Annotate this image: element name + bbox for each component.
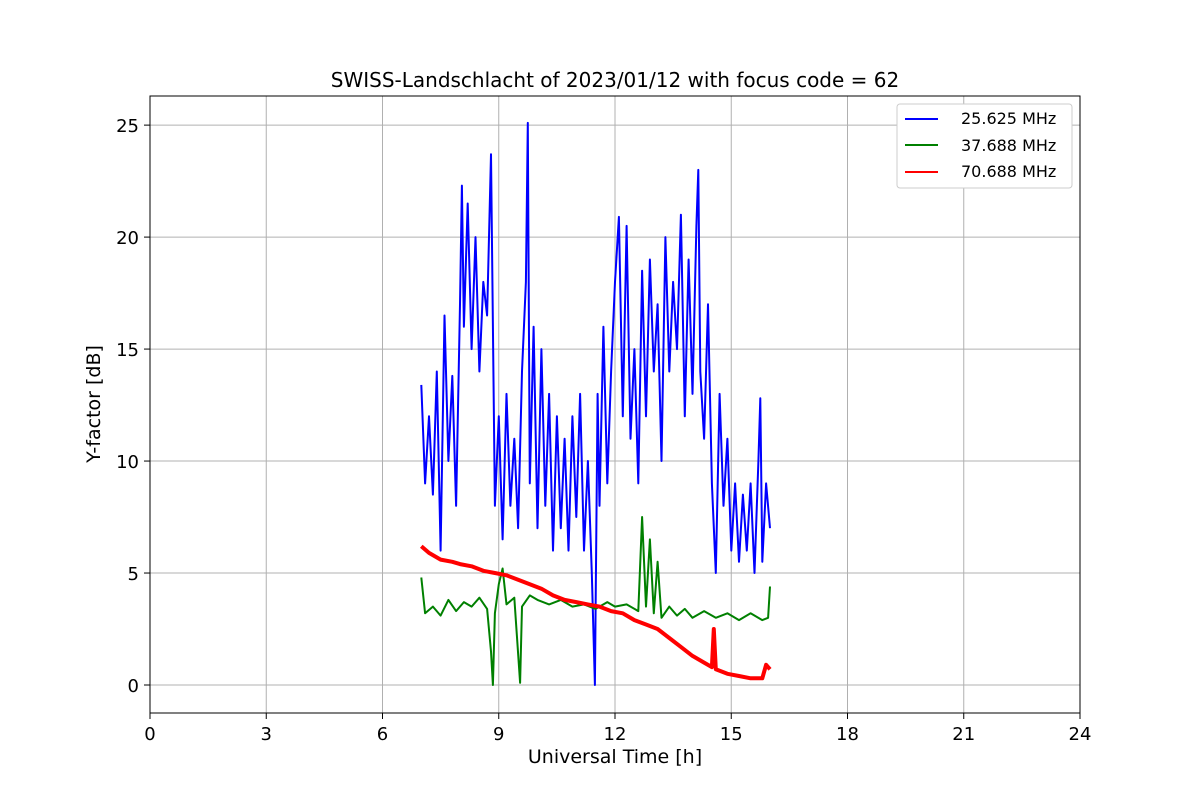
- x-tick-label: 6: [377, 724, 388, 745]
- y-tick-label: 0: [128, 676, 139, 697]
- x-axis-ticks: 0 3 6 9 12 15 18 21 24: [144, 713, 1091, 745]
- legend-label-3: 70.688 MHz: [961, 162, 1056, 181]
- x-tick-label: 15: [720, 724, 743, 745]
- legend-label-1: 25.625 MHz: [961, 109, 1056, 128]
- x-tick-label: 3: [261, 724, 272, 745]
- grid: [149, 96, 1081, 713]
- series-layer: [419, 121, 772, 686]
- legend-label-2: 37.688 MHz: [961, 136, 1056, 155]
- x-tick-label: 24: [1069, 724, 1092, 745]
- series-line-2: [420, 516, 771, 686]
- series-line-3: [419, 544, 772, 681]
- chart-title: SWISS-Landschlacht of 2023/01/12 with fo…: [331, 68, 899, 92]
- y-axis-label: Y-factor [dB]: [83, 345, 105, 464]
- y-tick-label: 5: [128, 564, 139, 585]
- x-tick-label: 12: [604, 724, 627, 745]
- x-tick-label: 9: [493, 724, 504, 745]
- y-tick-label: 20: [116, 228, 139, 249]
- y-axis-ticks: 0 5 10 15 20 25: [116, 116, 150, 697]
- y-tick-label: 10: [116, 452, 139, 473]
- x-axis-label: Universal Time [h]: [528, 746, 702, 768]
- legend: 25.625 MHz 37.688 MHz 70.688 MHz: [896, 103, 1073, 189]
- x-tick-label: 0: [144, 724, 155, 745]
- y-tick-label: 25: [116, 116, 139, 137]
- x-tick-label: 18: [836, 724, 859, 745]
- legend-box: [896, 103, 1073, 189]
- x-tick-label: 21: [952, 724, 975, 745]
- y-tick-label: 15: [116, 340, 139, 361]
- series-line-1: [420, 121, 771, 686]
